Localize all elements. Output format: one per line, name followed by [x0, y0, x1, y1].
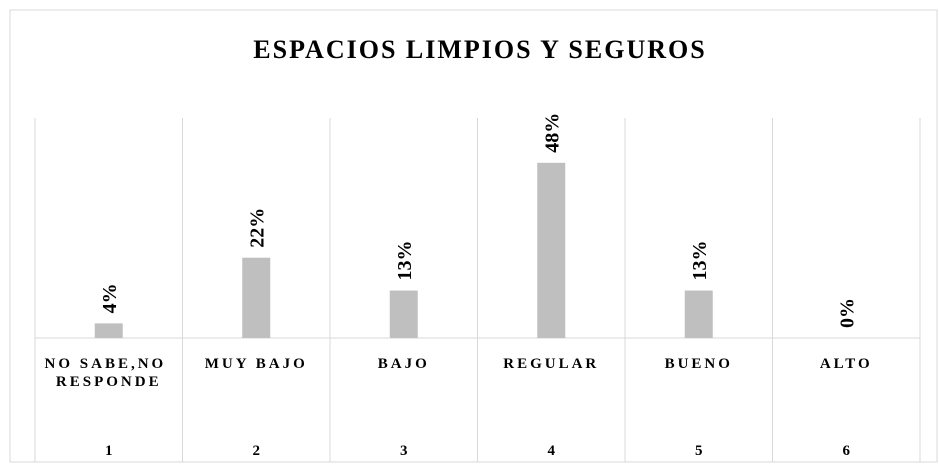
bar	[537, 162, 566, 338]
bar	[684, 290, 713, 338]
chart-border	[9, 9, 938, 463]
x-tick-number: 2	[253, 443, 261, 459]
x-tick-number: 6	[843, 443, 851, 459]
data-label: 4%	[99, 283, 121, 313]
data-label: 0%	[836, 298, 858, 328]
data-label: 13%	[394, 241, 416, 281]
x-tick-number: 5	[695, 443, 703, 459]
bar	[242, 257, 271, 338]
x-tick-label: REGULAR	[503, 356, 599, 372]
x-tick-number: 4	[548, 443, 556, 459]
x-tick-label: ALTO	[820, 356, 873, 372]
bar	[94, 323, 123, 338]
data-label: 48%	[541, 113, 563, 153]
x-tick-number: 3	[400, 443, 408, 459]
x-tick-label: NO SABE,NO RESPONDE	[45, 356, 173, 390]
data-label: 22%	[246, 208, 268, 248]
bar	[389, 290, 418, 338]
chart-title: ESPACIOS LIMPIOS Y SEGUROS	[253, 35, 706, 64]
x-tick-number: 1	[105, 443, 113, 459]
x-tick-label: BAJO	[378, 356, 430, 372]
x-tick-label: MUY BAJO	[205, 356, 308, 372]
x-tick-label: BUENO	[665, 356, 733, 372]
data-label: 13%	[689, 241, 711, 281]
